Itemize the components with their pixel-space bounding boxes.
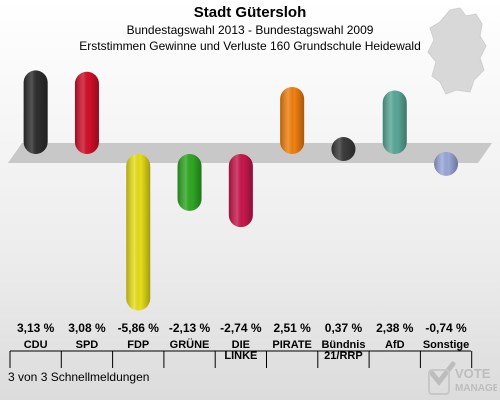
bar-afd xyxy=(382,90,407,154)
chart-subtitle: Bundestagswahl 2013 - Bundestagswahl 200… xyxy=(126,23,374,37)
category-label-b-ndnis-21-rrp: Bündnis xyxy=(321,339,365,351)
value-label-die-linke: -2,74 % xyxy=(220,321,262,335)
category-label-gr-ne: GRÜNE xyxy=(170,338,210,351)
bar-die-linke xyxy=(228,154,253,228)
bar-sonstige xyxy=(434,151,459,176)
footer-note: 3 von 3 Schnellmeldungen xyxy=(8,370,150,384)
value-label-fdp: -5,86 % xyxy=(118,321,160,335)
category-label-b-ndnis-21-rrp: 21/RRP xyxy=(324,350,363,362)
germany-map-icon xyxy=(427,7,487,95)
svg-text:MANAGER: MANAGER xyxy=(455,383,497,394)
category-label-die-linke: DIE xyxy=(232,339,250,351)
value-label-b-ndnis-21-rrp: 0,37 % xyxy=(325,321,363,335)
category-label-sonstige: Sonstige xyxy=(423,339,469,351)
bar-fdp xyxy=(126,154,151,311)
value-label-afd: 2,38 % xyxy=(376,321,414,335)
svg-text:VOTE: VOTE xyxy=(455,366,491,381)
value-label-sonstige: -0,74 % xyxy=(425,321,467,335)
votemanager-logo: VOTE MANAGER xyxy=(428,361,497,395)
category-label-die-linke: LINKE xyxy=(224,350,257,362)
value-label-cdu: 3,13 % xyxy=(17,321,55,335)
category-label-afd: AfD xyxy=(385,339,405,351)
bar-gr-ne xyxy=(177,154,202,211)
bar-b-ndnis-21-rrp xyxy=(331,137,356,162)
bar-cdu xyxy=(23,70,48,154)
value-label-pirate: 2,51 % xyxy=(273,321,311,335)
category-label-pirate: PIRATE xyxy=(272,339,312,351)
category-label-cdu: CDU xyxy=(24,339,48,351)
chart-subtitle-2: Erststimmen Gewinne und Verluste 160 Gru… xyxy=(79,39,421,53)
category-label-spd: SPD xyxy=(76,339,99,351)
chart-title: Stadt Gütersloh xyxy=(193,4,307,21)
category-label-fdp: FDP xyxy=(127,339,149,351)
bar-pirate xyxy=(280,86,305,154)
value-label-gr-ne: -2,13 % xyxy=(169,321,211,335)
value-label-spd: 3,08 % xyxy=(68,321,106,335)
bar-spd xyxy=(74,71,99,154)
baseline-plane xyxy=(8,143,492,163)
